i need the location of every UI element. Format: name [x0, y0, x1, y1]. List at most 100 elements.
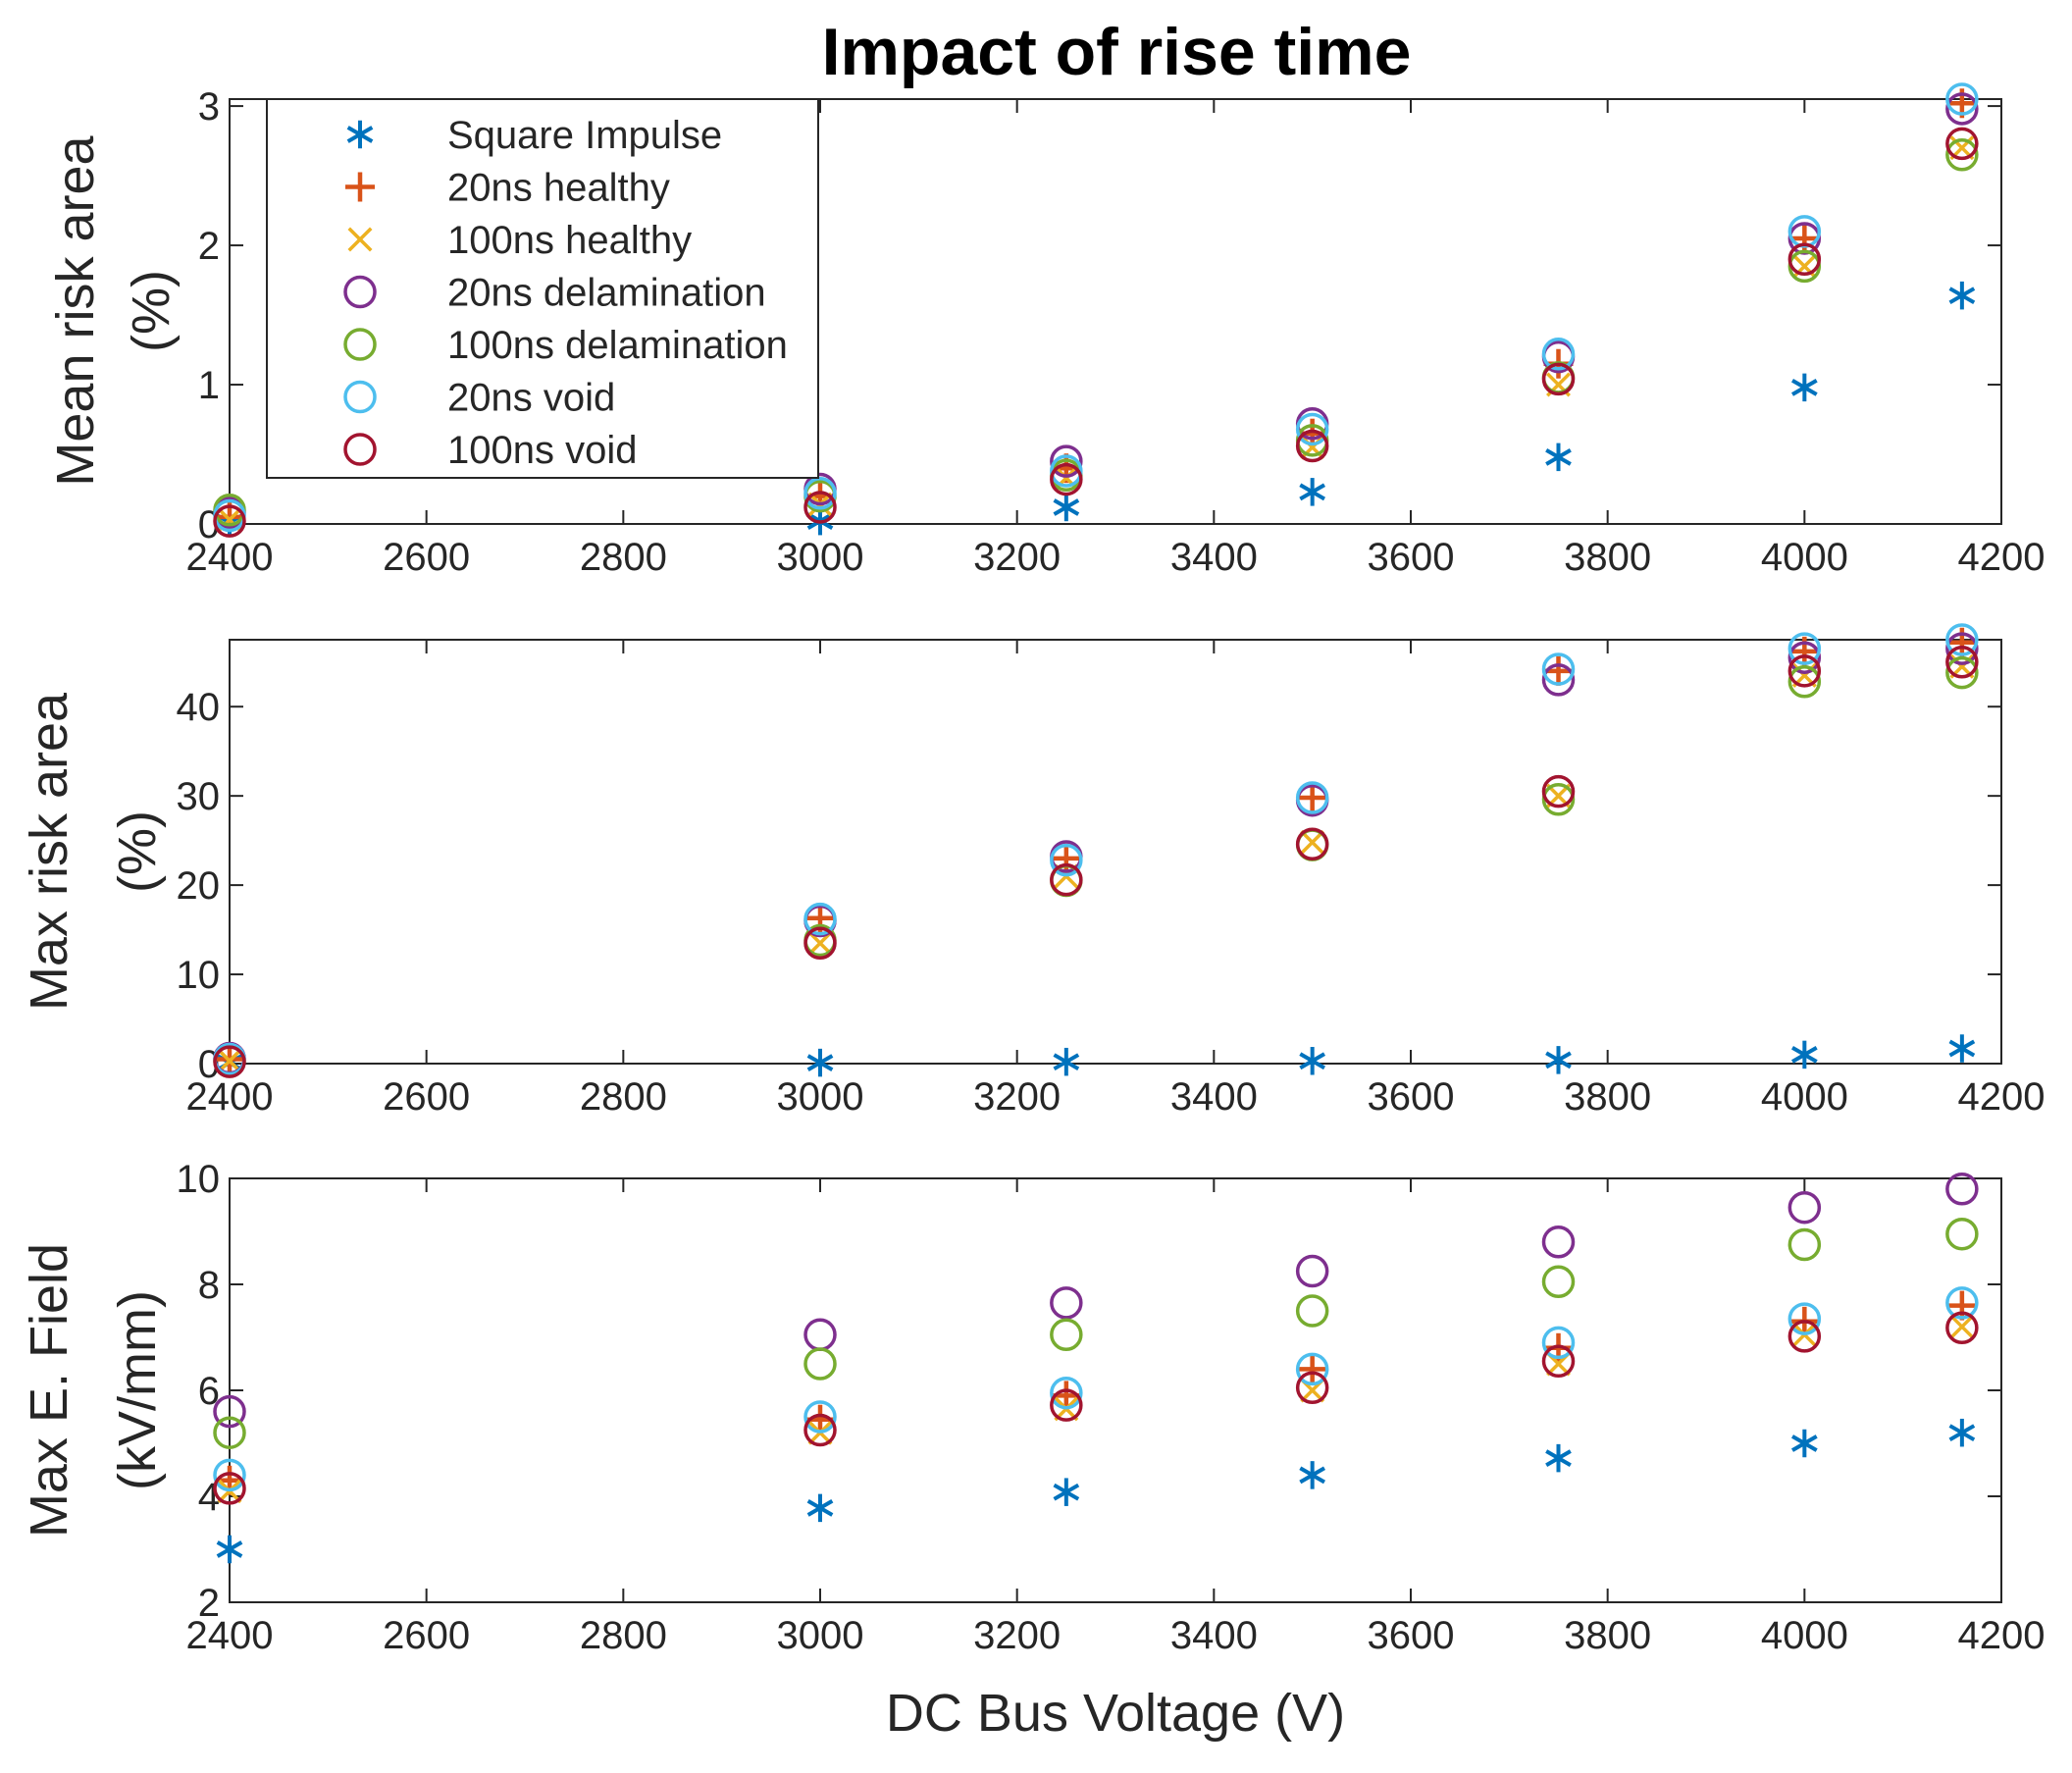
point-d20 — [1945, 632, 1979, 665]
point-v20 — [803, 902, 837, 936]
series-d20 — [213, 632, 1979, 1075]
point-square — [1299, 478, 1326, 506]
x-tick-label: 2400 — [186, 536, 274, 579]
point-d20 — [1295, 1254, 1329, 1288]
legend-marker-v100 — [343, 433, 377, 466]
point-v100 — [1295, 1371, 1329, 1405]
data-marks — [213, 623, 1979, 1078]
point-v20 — [1050, 843, 1083, 877]
point-d20 — [803, 1318, 837, 1352]
y-tick-label: 3 — [198, 85, 220, 129]
series-v20 — [213, 82, 1979, 533]
point-d20 — [1050, 444, 1083, 478]
point-square — [1948, 281, 1976, 310]
legend-label: Square Impulse — [447, 114, 722, 157]
x-tick-label: 2600 — [383, 1614, 470, 1657]
point-d100 — [1945, 138, 1979, 172]
point-d20 — [1541, 1225, 1576, 1259]
legend-marker-h100 — [347, 227, 373, 252]
x-tick-label: 2600 — [383, 536, 470, 579]
x-tick-label: 3000 — [777, 1075, 864, 1119]
point-square — [1053, 1047, 1080, 1076]
point-square — [806, 1048, 834, 1077]
point-v100 — [213, 1472, 246, 1505]
point-v100 — [1050, 1388, 1083, 1422]
y-axis-label-line1: Max E. Field — [20, 1243, 78, 1538]
point-d100 — [1787, 664, 1822, 699]
series-h100 — [217, 1314, 1975, 1504]
legend-label: 20ns void — [447, 377, 615, 420]
legend-marker-h20 — [345, 172, 375, 202]
subplot-max-risk-area: 2400 2600 2800 3000 3200 3400 3600 3800 4000 4200… — [20, 623, 2046, 1119]
point-v20 — [1541, 652, 1576, 686]
point-v20 — [1945, 82, 1979, 116]
point-v100 — [1295, 827, 1329, 861]
legend-marker-d20 — [343, 275, 377, 309]
legend-entry: 20ns healthy — [345, 167, 670, 210]
series-d20 — [213, 1173, 1979, 1429]
point-v20 — [1295, 1352, 1329, 1386]
x-tick-label: 3800 — [1564, 1075, 1651, 1119]
point-h20 — [1297, 1354, 1327, 1384]
point-v20 — [1295, 781, 1329, 814]
x-tick-label: 3800 — [1564, 1614, 1651, 1657]
data-marks — [213, 82, 1979, 538]
y-tick-label: 30 — [177, 775, 221, 818]
point-v20 — [1295, 412, 1329, 446]
legend-entry: 20ns void — [343, 377, 615, 420]
point-square — [1948, 1034, 1976, 1063]
point-square — [1948, 1418, 1976, 1447]
legend-marker-v20 — [343, 380, 377, 414]
point-v100 — [213, 1045, 246, 1078]
y-axis-label-line1: Mean risk area — [46, 134, 105, 486]
chart-title: Impact of rise time — [822, 15, 1412, 89]
point-v100 — [1945, 1311, 1979, 1345]
plot-area-frame — [229, 639, 2002, 1065]
y-tick-label: 40 — [177, 686, 221, 729]
y-tick-label: 2 — [198, 1582, 220, 1625]
x-tick-label: 3400 — [1170, 1614, 1258, 1657]
point-d100 — [1541, 1265, 1576, 1299]
point-v20 — [1050, 1376, 1083, 1410]
point-square — [1790, 1429, 1818, 1458]
series-d100 — [213, 1217, 1979, 1449]
point-d100 — [1945, 655, 1979, 690]
point-v100 — [1541, 362, 1576, 396]
y-tick-label: 1 — [198, 364, 220, 407]
point-v20 — [1541, 338, 1576, 371]
point-square — [1790, 1040, 1818, 1069]
point-h20 — [1946, 1290, 1977, 1321]
point-d100 — [213, 1416, 246, 1449]
point-v20 — [1787, 632, 1822, 665]
x-tick-label: 2400 — [186, 1075, 274, 1119]
y-tick-label: 10 — [177, 1158, 221, 1201]
point-square — [1790, 373, 1818, 402]
y-tick-label: 8 — [198, 1264, 220, 1307]
legend-label: 20ns delamination — [447, 272, 766, 315]
x-tick-label: 3400 — [1170, 1075, 1258, 1119]
point-d100 — [1295, 1294, 1329, 1328]
legend-entries: Square Impulse 20ns healthy 100ns healthy 2… — [343, 114, 788, 472]
point-square — [806, 1493, 834, 1523]
series-h20 — [215, 627, 1977, 1074]
y-axis-label-line2: (%) — [108, 810, 167, 893]
series-h100 — [217, 653, 1975, 1073]
y-axis-label-line2: (%) — [122, 270, 181, 352]
y-tick-label: 6 — [198, 1370, 220, 1413]
point-d20 — [1945, 92, 1979, 126]
point-square — [1053, 493, 1080, 522]
tick-marks — [229, 1177, 2002, 1603]
x-tick-label: 4000 — [1761, 536, 1848, 579]
x-tick-label: 4200 — [1958, 1614, 2046, 1657]
point-v20 — [803, 1400, 837, 1434]
point-v100 — [1787, 654, 1822, 688]
point-square — [1545, 1443, 1572, 1473]
point-v100 — [1945, 127, 1979, 161]
point-d100 — [1787, 1227, 1822, 1262]
point-square — [1545, 1046, 1572, 1074]
x-tick-labels: 2400 2600 2800 3000 3200 3400 3600 3800 4000 4200 — [186, 1075, 2046, 1119]
point-v100 — [803, 1413, 837, 1447]
x-tick-label: 3000 — [777, 536, 864, 579]
